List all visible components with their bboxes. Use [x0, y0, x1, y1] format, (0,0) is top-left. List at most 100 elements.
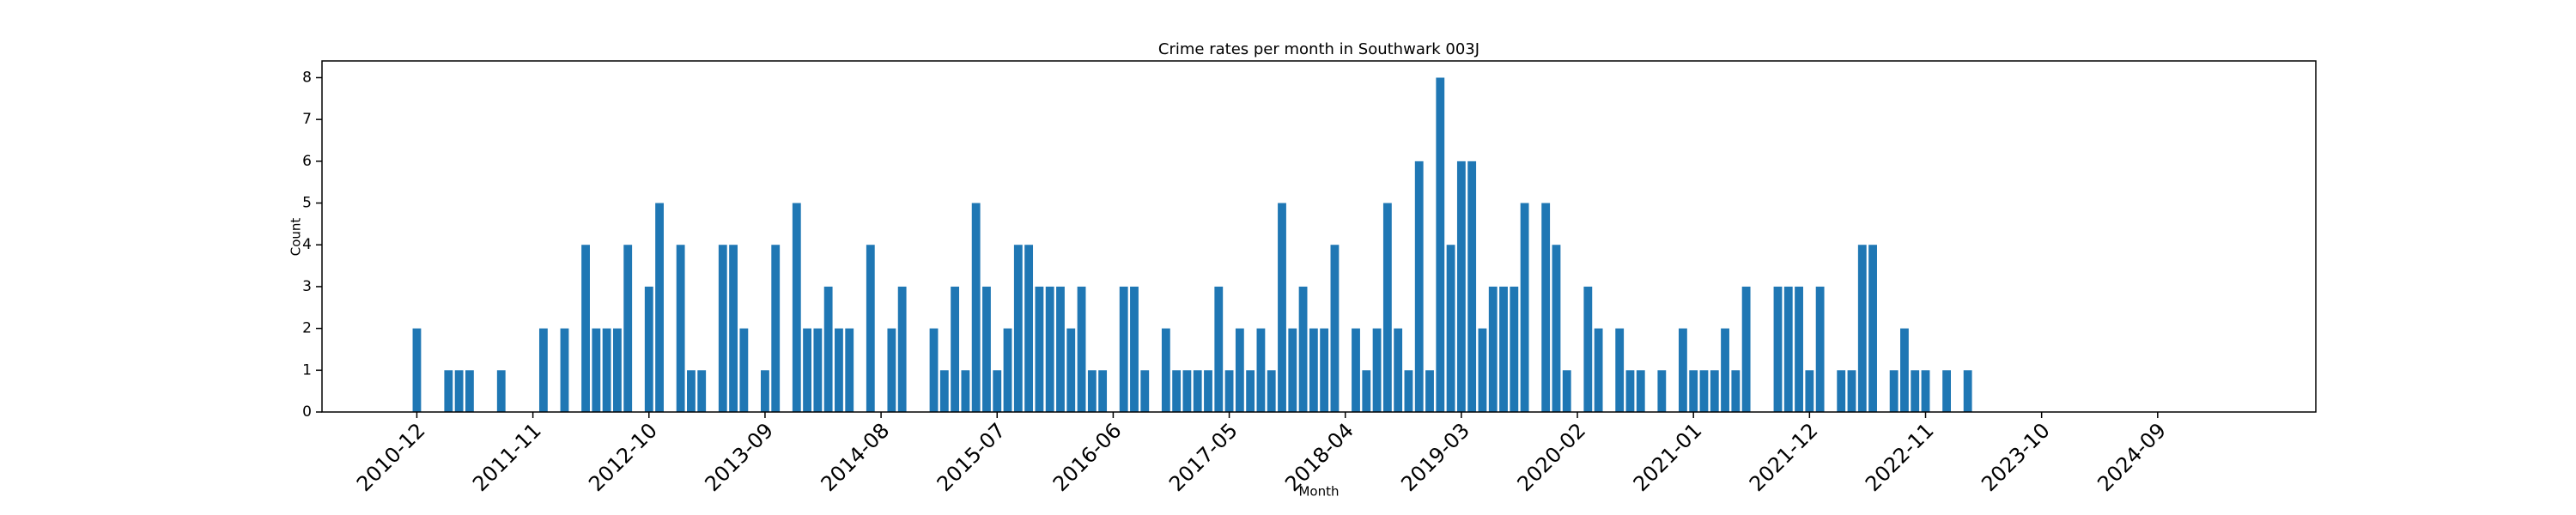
bar — [1921, 370, 1930, 412]
bar — [971, 203, 981, 412]
bar — [538, 328, 548, 412]
bar — [813, 328, 823, 412]
bar — [1214, 286, 1224, 412]
bar — [1246, 370, 1255, 412]
y-tick-label: 1 — [302, 361, 312, 379]
x-tick-label: 2023-10 — [1977, 418, 2055, 496]
y-axis-label: Count — [289, 218, 304, 257]
bar — [1689, 370, 1698, 412]
chart-title: Crime rates per month in Southwark 003J — [1158, 40, 1479, 58]
x-tick-label: 2021-01 — [1629, 418, 1707, 496]
bar — [939, 370, 949, 412]
bar — [1256, 328, 1266, 412]
bar — [1583, 286, 1593, 412]
x-tick-label: 2014-08 — [817, 418, 895, 496]
bar — [1552, 245, 1561, 412]
bar — [1699, 370, 1709, 412]
bar — [1562, 370, 1571, 412]
y-tick-label: 6 — [302, 153, 312, 170]
bar — [1510, 286, 1519, 412]
y-tick-label: 7 — [302, 111, 312, 128]
bar — [929, 328, 939, 412]
bar — [1710, 370, 1719, 412]
bar — [1288, 328, 1297, 412]
bar — [1161, 328, 1170, 412]
bar — [1868, 245, 1877, 412]
plot-frame — [321, 60, 2317, 413]
bar — [1783, 286, 1793, 412]
bar — [1815, 286, 1825, 412]
bar — [887, 328, 896, 412]
bar — [961, 370, 970, 412]
bar — [1204, 370, 1212, 412]
bar — [655, 203, 664, 412]
bar — [1320, 328, 1329, 412]
bar — [729, 245, 738, 412]
bar — [1404, 370, 1413, 412]
bar — [676, 245, 685, 412]
bar — [1741, 286, 1751, 412]
bar — [1942, 370, 1951, 412]
bar — [1035, 286, 1044, 412]
bar — [1488, 286, 1498, 412]
y-tick-label: 8 — [302, 69, 312, 86]
x-tick-label: 2019-03 — [1396, 418, 1474, 496]
bar — [792, 203, 801, 412]
bar — [1456, 161, 1466, 412]
bar — [697, 370, 707, 412]
bar — [1625, 370, 1635, 412]
bar — [1436, 77, 1445, 412]
bar — [687, 370, 696, 412]
bar — [623, 245, 633, 412]
bar — [1330, 245, 1340, 412]
x-tick-label: 2017-05 — [1164, 418, 1242, 496]
bar — [612, 328, 622, 412]
bar — [1362, 370, 1371, 412]
bar — [1172, 370, 1182, 412]
x-tick-label: 2011-11 — [468, 418, 546, 496]
bar — [1394, 328, 1403, 412]
bar — [1520, 203, 1529, 412]
bar — [1130, 286, 1139, 412]
bar — [1446, 245, 1455, 412]
bar — [1414, 161, 1424, 412]
bar — [1425, 370, 1434, 412]
bar — [602, 328, 611, 412]
bar — [1857, 245, 1867, 412]
bar — [1224, 370, 1234, 412]
x-tick-label: 2010-12 — [352, 418, 430, 496]
bar — [1963, 370, 1972, 412]
x-tick-label: 2015-07 — [933, 418, 1011, 496]
bar — [1478, 328, 1487, 412]
bar — [1045, 286, 1054, 412]
bar — [1119, 286, 1128, 412]
bar — [581, 245, 590, 412]
y-tick-label: 5 — [302, 195, 312, 212]
bar — [982, 286, 991, 412]
bar — [1193, 370, 1202, 412]
x-tick-label: 2021-12 — [1745, 418, 1823, 496]
bar — [1594, 328, 1603, 412]
bar — [1847, 370, 1856, 412]
bar — [1077, 286, 1086, 412]
bar — [1731, 370, 1741, 412]
bar — [1098, 370, 1108, 412]
bar — [1024, 245, 1034, 412]
bar — [1382, 203, 1392, 412]
bar — [1066, 328, 1076, 412]
bar — [1911, 370, 1920, 412]
x-tick-label: 2022-11 — [1861, 418, 1939, 496]
bar — [1013, 245, 1023, 412]
bar — [1352, 328, 1360, 412]
bar — [1678, 328, 1687, 412]
bar — [1499, 286, 1508, 412]
bar — [560, 328, 569, 412]
bar — [1140, 370, 1150, 412]
bar — [1087, 370, 1097, 412]
bar — [993, 370, 1002, 412]
bar — [1889, 370, 1899, 412]
y-tick-label: 3 — [302, 278, 312, 295]
bar — [1372, 328, 1382, 412]
bar — [1278, 203, 1286, 412]
